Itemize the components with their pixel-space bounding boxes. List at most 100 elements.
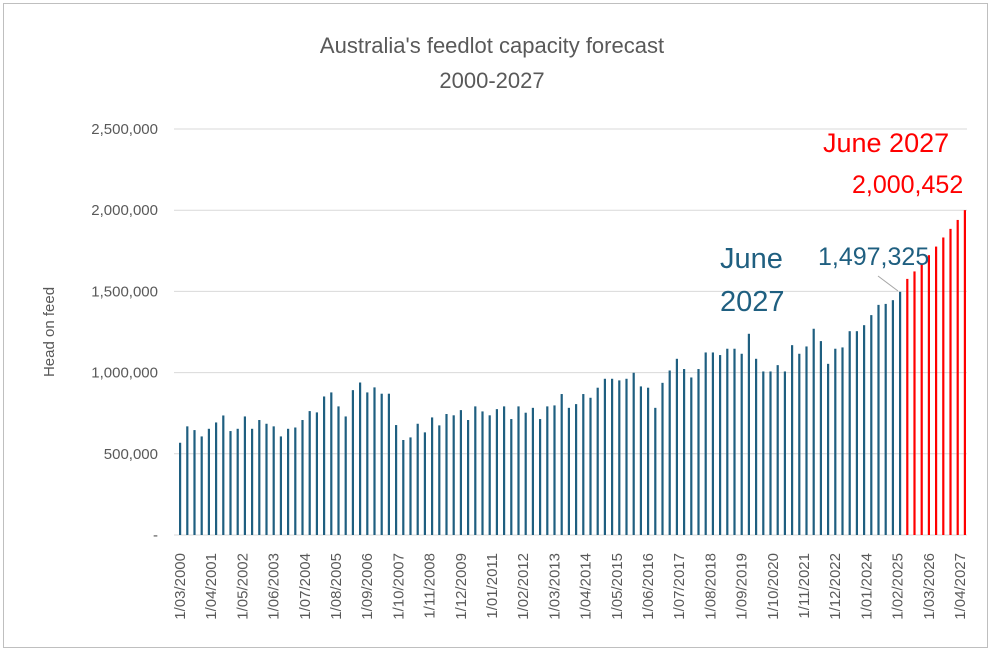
bar-actual <box>553 405 556 535</box>
bar-actual <box>848 331 851 535</box>
x-tick-label: 1/03/2013 <box>546 553 563 620</box>
annotation-june-2027-red: June 2027 <box>823 128 949 158</box>
y-tick-label: 2,500,000 <box>91 121 158 138</box>
bar-actual <box>632 372 635 535</box>
bar-actual <box>438 425 441 535</box>
bar-actual <box>603 378 606 535</box>
x-tick-label: 1/11/2008 <box>422 553 439 619</box>
bar-actual <box>654 407 657 535</box>
bar-actual <box>690 377 693 535</box>
bar-actual <box>423 432 426 535</box>
bar-actual <box>193 430 196 535</box>
bar-actual <box>812 328 815 535</box>
bar-actual <box>387 393 390 535</box>
y-tick-label: 1,000,000 <box>91 365 158 382</box>
bar-actual <box>409 437 412 535</box>
x-tick-label: 1/10/2020 <box>765 553 782 620</box>
bar-actual <box>301 420 304 535</box>
bar-actual <box>395 425 398 535</box>
bar-actual <box>186 426 189 535</box>
bar-actual <box>287 428 290 535</box>
annotation-june-2027-blue-line-1: June <box>720 243 783 275</box>
bar-actual <box>675 358 678 535</box>
y-tick-label: 1,500,000 <box>91 283 158 300</box>
bar-actual <box>481 411 484 535</box>
bar-forecast <box>956 219 959 535</box>
bar-forecast <box>927 255 930 535</box>
bar-actual <box>546 406 549 535</box>
bar-actual <box>272 426 275 535</box>
bar-actual <box>308 411 311 535</box>
x-tick-label: 1/09/2006 <box>359 553 376 620</box>
bar-actual <box>531 407 534 535</box>
bar-actual <box>315 412 318 535</box>
x-tick-label: 1/12/2009 <box>453 553 470 620</box>
bar-forecast <box>963 210 966 536</box>
bar-actual <box>431 417 434 535</box>
bar-actual <box>661 382 664 535</box>
bar-actual <box>294 427 297 535</box>
bar-actual <box>251 428 254 535</box>
x-tick-label: 1/07/2017 <box>671 553 688 620</box>
bar-actual <box>884 303 887 535</box>
bar-actual <box>711 352 714 535</box>
bar-actual <box>855 331 858 535</box>
bar-actual <box>611 378 614 535</box>
bar-actual <box>870 315 873 535</box>
bar-actual <box>459 410 462 535</box>
x-tick-label: 1/01/2011 <box>484 553 501 619</box>
bar-actual <box>337 406 340 535</box>
bar-actual <box>762 371 765 535</box>
bar-actual <box>805 346 808 535</box>
x-tick-label: 1/06/2016 <box>640 553 657 620</box>
x-tick-label: 1/05/2015 <box>609 553 626 620</box>
annotation-value-red: 2,000,452 <box>852 171 963 199</box>
bar-forecast <box>906 278 909 535</box>
bar-actual <box>719 355 722 535</box>
bar-actual <box>863 325 866 535</box>
bar-forecast <box>942 237 945 535</box>
chart-frame <box>3 3 988 648</box>
bar-actual <box>841 347 844 535</box>
x-tick-label: 1/10/2007 <box>390 553 407 620</box>
bar-actual <box>769 371 772 535</box>
bar-actual <box>776 365 779 535</box>
bar-actual <box>517 406 520 535</box>
x-tick-label: 1/01/2024 <box>858 553 875 620</box>
bar-actual <box>488 415 491 535</box>
bar-actual <box>899 291 902 535</box>
x-tick-label: 1/08/2018 <box>702 553 719 620</box>
bar-actual <box>323 396 326 535</box>
bar-actual <box>330 392 333 535</box>
bar-actual <box>877 304 880 535</box>
x-tick-label: 1/02/2025 <box>890 553 907 620</box>
bar-actual <box>798 353 801 535</box>
bar-actual <box>359 382 362 535</box>
bar-forecast <box>913 271 916 535</box>
bar-actual <box>625 378 628 535</box>
x-tick-label: 1/04/2014 <box>578 553 595 620</box>
y-tick-label: 2,000,000 <box>91 202 158 219</box>
annotation-value-blue: 1,497,325 <box>818 243 929 271</box>
bar-actual <box>236 428 239 535</box>
x-tick-label: 1/07/2004 <box>297 553 314 620</box>
bar-actual <box>179 442 182 535</box>
bar-forecast <box>949 228 952 535</box>
x-tick-label: 1/04/2027 <box>952 553 969 620</box>
x-tick-label: 1/06/2003 <box>266 553 283 620</box>
x-tick-label: 1/05/2002 <box>234 553 251 620</box>
y-tick-label: - <box>153 527 158 544</box>
bar-actual <box>740 353 743 535</box>
bar-actual <box>279 436 282 535</box>
bar-actual <box>474 406 477 535</box>
bar-actual <box>467 420 470 535</box>
bar-actual <box>834 348 837 535</box>
bar-actual <box>783 371 786 535</box>
bar-actual <box>827 363 830 535</box>
x-tick-label: 1/08/2005 <box>328 553 345 620</box>
bar-actual <box>791 345 794 535</box>
y-axis-label: Head on feed <box>41 287 58 377</box>
bar-actual <box>697 369 700 535</box>
bar-forecast <box>935 246 938 535</box>
bar-actual <box>416 423 419 535</box>
